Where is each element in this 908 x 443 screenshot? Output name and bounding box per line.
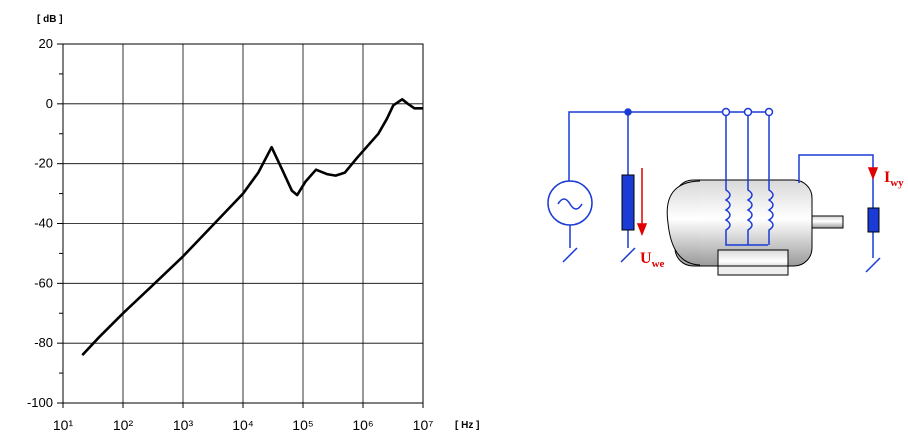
x-tick-label: 10¹ (53, 417, 74, 433)
terminal (723, 109, 730, 116)
terminal (766, 109, 773, 116)
x-tick-label: 10⁶ (352, 417, 373, 433)
x-tick-label: 10⁷ (413, 417, 434, 433)
circuit-diagram: Uwe Iwy (548, 109, 904, 276)
motor-cap (667, 181, 700, 265)
y-tick-label: -80 (34, 335, 53, 350)
motor-base (718, 266, 788, 275)
resistor (868, 208, 879, 232)
data-line (82, 99, 423, 355)
x-tick-label: 10³ (173, 417, 194, 433)
resistor (622, 175, 634, 230)
sine-symbol (558, 199, 582, 209)
y-axis-label: [ dB ] (37, 14, 63, 25)
y-tick-label: 20 (39, 36, 53, 51)
ground (563, 225, 577, 262)
shaft (812, 216, 843, 228)
x-tick-label: 10⁵ (292, 417, 313, 433)
arrow (869, 168, 877, 178)
y-tick-label: -60 (34, 275, 53, 290)
y-tick-label: -100 (27, 395, 53, 410)
current-label: Iwy (884, 169, 904, 189)
page: [ dB ] [ Hz ] Uwe Iwy -100-80-60-40- (0, 0, 908, 438)
terminal (745, 109, 752, 116)
wire (569, 112, 765, 181)
y-tick-label: 0 (46, 96, 53, 111)
x-tick-label: 10⁴ (232, 417, 254, 433)
y-tick-label: -40 (34, 216, 53, 231)
chart: [ dB ] [ Hz ] Uwe Iwy -100-80-60-40- (0, 0, 908, 438)
voltage-label: Uwe (640, 250, 665, 270)
arrow (638, 224, 646, 234)
y-tick-label: -20 (34, 156, 53, 171)
x-axis-label: [ Hz ] (455, 420, 479, 431)
x-tick-label: 10² (113, 417, 134, 433)
